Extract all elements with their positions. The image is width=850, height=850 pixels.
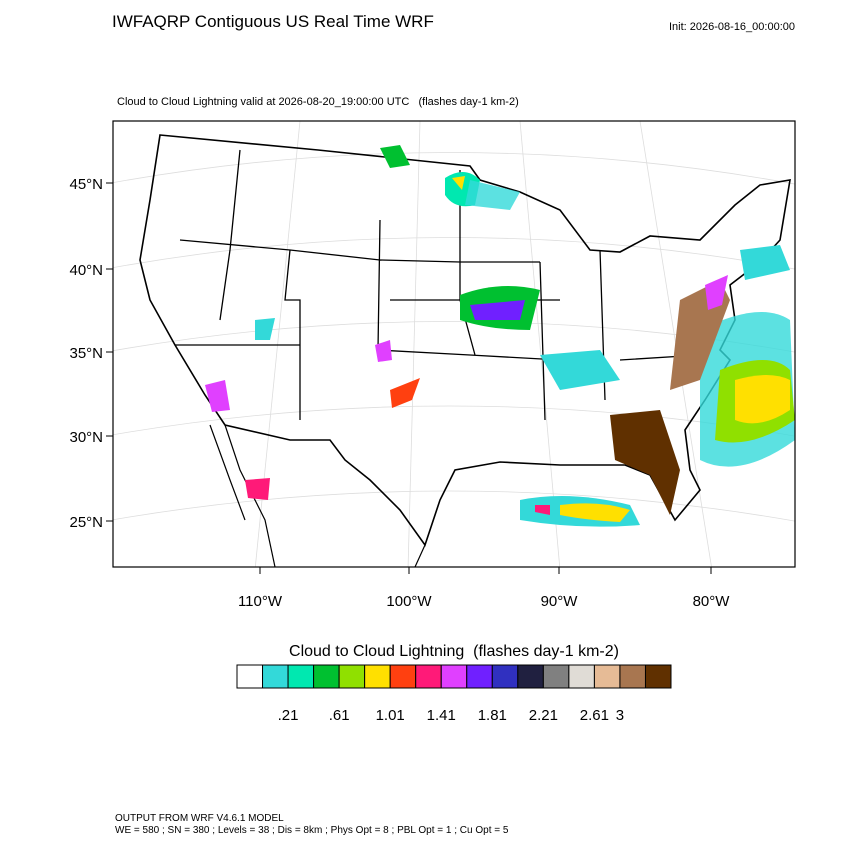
color-box xyxy=(466,664,493,689)
color-box xyxy=(287,664,315,689)
color-box xyxy=(619,664,646,689)
map: 45°N 40°N 35°N 30°N 25°N 110°W 100°W 90°W 80°W xyxy=(69,120,796,610)
color-box xyxy=(517,664,544,689)
colorbar-label: 2.61 xyxy=(580,707,609,724)
color-box xyxy=(491,664,519,689)
mexico-coast xyxy=(209,424,426,567)
color-box xyxy=(593,664,621,689)
footer-line: WE = 580 ; SN = 380 ; Levels = 38 ; Dis … xyxy=(115,825,509,836)
colorbar-label: 1.41 xyxy=(427,707,456,724)
footer-line: OUTPUT FROM WRF V4.6.1 MODEL xyxy=(115,813,284,824)
init-time: Init: 2026-08-16_00:00:00 xyxy=(669,21,795,33)
color-box xyxy=(568,664,595,689)
colorbar-label: 2.21 xyxy=(529,707,558,724)
colorbar: .21 .61 1.01 1.41 1.81 2.21 2.61 3 xyxy=(236,664,672,724)
state-borders xyxy=(175,149,701,421)
lon-label: 100°W xyxy=(386,593,432,610)
color-box xyxy=(415,664,442,689)
colorbar-label: .21 xyxy=(278,707,299,724)
lat-label: 40°N xyxy=(69,262,103,279)
colorbar-label: 3 xyxy=(616,707,624,724)
colorbar-label: 1.81 xyxy=(478,707,507,724)
color-box xyxy=(236,664,264,689)
lon-label: 110°W xyxy=(238,593,283,610)
lat-label: 35°N xyxy=(69,345,103,362)
map-frame xyxy=(112,120,796,568)
us-outline xyxy=(139,134,791,547)
color-box xyxy=(389,664,417,689)
color-box xyxy=(542,664,570,689)
color-box xyxy=(364,664,391,689)
color-box xyxy=(313,664,340,689)
lon-label: 90°W xyxy=(541,593,579,610)
lat-label: 25°N xyxy=(69,514,103,531)
lat-label: 30°N xyxy=(69,429,103,446)
title: IWFAQRP Contiguous US Real Time WRF xyxy=(112,12,434,31)
color-box xyxy=(262,664,289,689)
lat-label: 45°N xyxy=(69,176,103,193)
color-box xyxy=(644,664,672,689)
lightning-areas xyxy=(205,145,795,527)
lon-label: 80°W xyxy=(693,593,731,610)
color-box xyxy=(440,664,468,689)
lon-labels: 110°W 100°W 90°W 80°W xyxy=(238,567,730,610)
subtitle: Cloud to Cloud Lightning valid at 2026-0… xyxy=(117,96,519,108)
colorbar-title: Cloud to Cloud Lightning (flashes day-1 … xyxy=(289,643,619,660)
colorbar-label: .61 xyxy=(329,707,350,724)
lat-labels: 45°N 40°N 35°N 30°N 25°N xyxy=(69,176,113,531)
color-box xyxy=(338,664,366,689)
map-content xyxy=(113,121,795,567)
colorbar-label: 1.01 xyxy=(376,707,405,724)
